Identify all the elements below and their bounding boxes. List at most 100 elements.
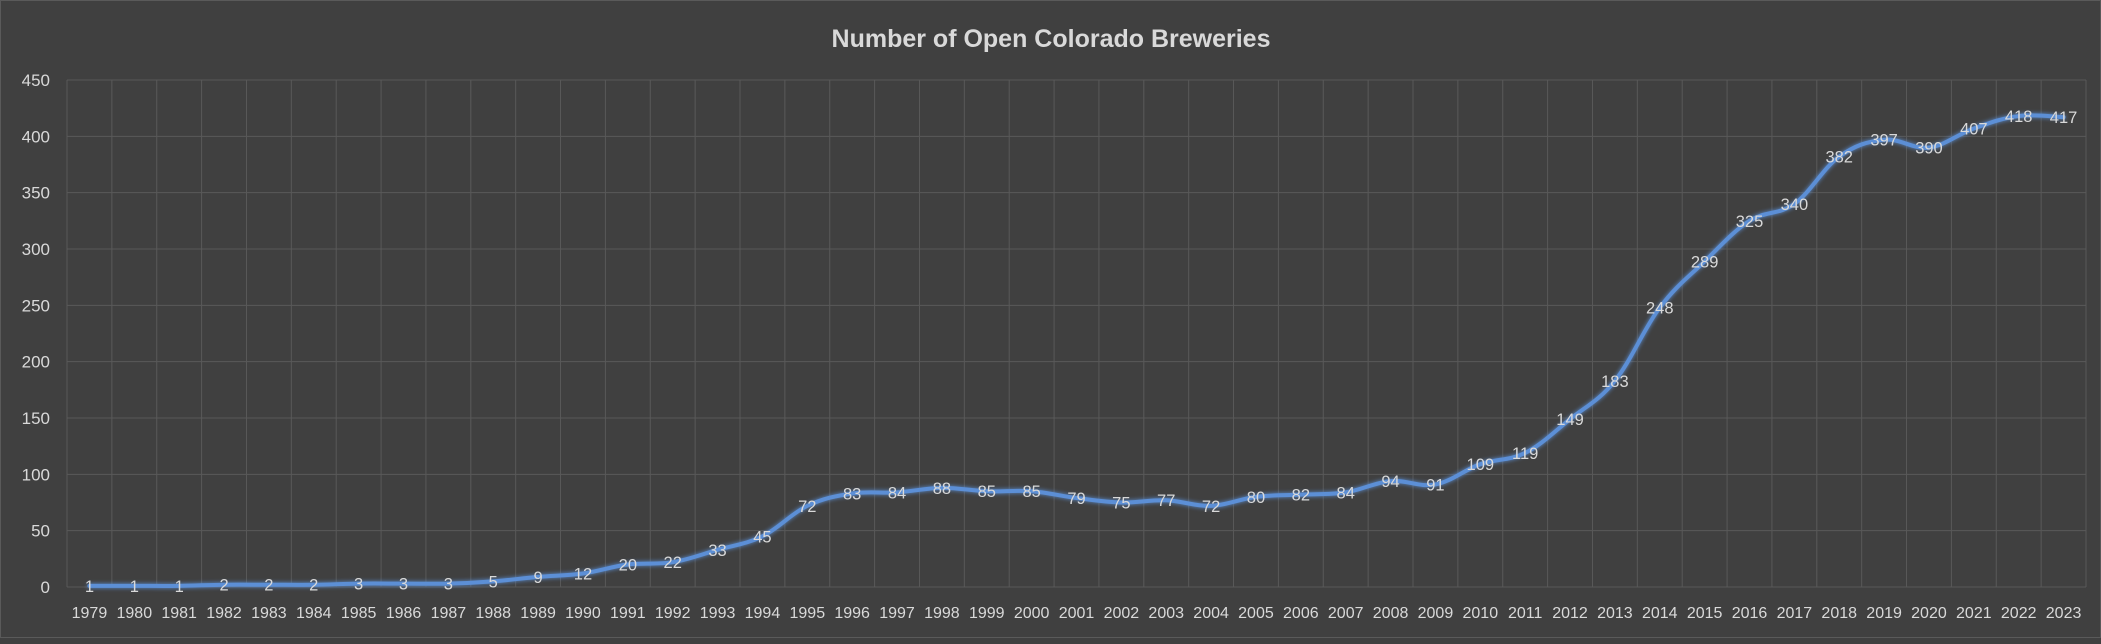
x-tick-label: 1993 [700,605,736,622]
data-label: 397 [1870,132,1898,150]
data-label: 109 [1467,456,1495,474]
data-label: 91 [1426,476,1444,494]
data-label: 1 [130,578,139,596]
data-label: 9 [534,569,543,587]
data-label: 45 [753,528,771,546]
x-tick-label: 2012 [1552,605,1588,622]
x-tick-label: 2004 [1193,605,1229,622]
y-tick-label: 0 [41,578,50,597]
x-tick-label: 2021 [1956,605,1992,622]
data-label: 84 [1337,484,1355,502]
gridlines [66,79,2087,588]
data-label: 5 [489,573,498,591]
data-label: 85 [978,483,996,501]
x-tick-label: 2003 [1148,605,1184,622]
x-tick-label: 1982 [206,605,242,622]
data-label: 33 [708,542,726,560]
x-tick-label: 2017 [1777,605,1813,622]
chart-title: Number of Open Colorado Breweries [832,25,1271,53]
x-tick-label: 2019 [1866,605,1902,622]
x-tick-label: 1995 [790,605,826,622]
data-label: 382 [1825,149,1853,167]
data-label: 75 [1112,495,1130,513]
x-tick-label: 2000 [1014,605,1050,622]
x-tick-label: 2016 [1732,605,1768,622]
y-tick-label: 50 [31,522,50,541]
series-layer [87,113,2066,588]
y-tick-label: 250 [22,296,50,315]
y-tick-label: 200 [22,353,50,372]
x-tick-label: 1983 [251,605,287,622]
x-tick-label: 2008 [1373,605,1409,622]
x-tick-label: 1984 [296,605,332,622]
data-label: 72 [1202,498,1220,516]
x-tick-label: 1985 [341,605,377,622]
y-tick-label: 350 [22,184,50,203]
x-tick-label: 2014 [1642,605,1678,622]
x-axis-ticks: 1979 1980 1981 1982 1983 1984 1985 1986 1987 1988… [72,605,2082,622]
data-label: 407 [1960,120,1988,138]
x-tick-label: 1999 [969,605,1005,622]
y-tick-label: 300 [22,240,50,259]
series-line [87,113,2066,588]
data-label: 2 [264,577,273,595]
x-tick-label: 1986 [386,605,422,622]
data-label: 88 [933,480,951,498]
data-label: 183 [1601,373,1629,391]
y-tick-label: 100 [22,465,50,484]
data-label: 83 [843,485,861,503]
data-label: 2 [309,577,318,595]
data-label: 3 [399,576,408,594]
data-label: 325 [1736,213,1764,231]
y-tick-label: 150 [22,409,50,428]
x-tick-label: 1990 [565,605,601,622]
data-label: 72 [798,498,816,516]
y-axis-ticks: 0 50 100 150 200 250 300 350 400 450 [22,71,50,597]
data-label: 149 [1556,411,1584,429]
x-tick-label: 2006 [1283,605,1319,622]
x-tick-label: 2011 [1508,605,1543,622]
y-tick-label: 450 [22,71,50,90]
data-label: 82 [1292,487,1310,505]
data-label: 289 [1691,253,1719,271]
x-tick-label: 1994 [745,605,781,622]
x-tick-label: 1980 [117,605,153,622]
data-label: 20 [619,556,637,574]
x-tick-label: 1996 [834,605,870,622]
data-label: 84 [888,484,906,502]
data-label: 1 [85,578,94,596]
data-label: 1 [175,578,184,596]
data-label: 340 [1781,196,1809,214]
x-tick-label: 2023 [2046,605,2082,622]
data-label: 85 [1022,483,1040,501]
data-label: 80 [1247,489,1265,507]
x-tick-label: 2007 [1328,605,1364,622]
x-tick-label: 1992 [655,605,691,622]
x-tick-label: 1998 [924,605,960,622]
data-label: 12 [574,565,592,583]
x-tick-label: 2010 [1463,605,1499,622]
data-label: 3 [444,576,453,594]
x-tick-label: 2018 [1821,605,1857,622]
data-label: 2 [219,577,228,595]
data-label: 418 [2005,108,2033,126]
data-label: 22 [664,554,682,572]
x-tick-label: 2001 [1059,605,1095,622]
x-tick-label: 1987 [431,605,467,622]
data-label: 417 [2050,109,2078,127]
x-tick-label: 2002 [1104,605,1140,622]
x-tick-label: 1997 [879,605,915,622]
data-label: 119 [1512,445,1538,463]
x-tick-label: 2022 [2001,605,2037,622]
x-tick-label: 1981 [161,605,197,622]
x-tick-label: 1991 [610,605,646,622]
x-tick-label: 2005 [1238,605,1274,622]
data-label: 390 [1915,140,1943,158]
data-label: 3 [354,576,363,594]
x-tick-label: 1988 [475,605,511,622]
data-label: 77 [1157,492,1175,510]
data-label: 79 [1067,490,1085,508]
x-tick-label: 2013 [1597,605,1633,622]
